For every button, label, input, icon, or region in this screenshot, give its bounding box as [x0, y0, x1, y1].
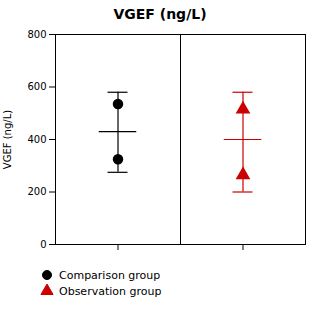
svg-text:200: 200 — [27, 186, 46, 197]
html-text:Comparison group: Comparison group — [59, 268, 161, 282]
svg-text:600: 600 — [27, 81, 46, 92]
html-text:VGEF (ng/L): VGEF (ng/L) — [113, 6, 207, 22]
svg-text:800: 800 — [27, 29, 46, 40]
svg-text:400: 400 — [27, 134, 46, 145]
svg-text:VGEF (ng/L): VGEF (ng/L) — [2, 110, 13, 169]
svg-text:0: 0 — [40, 239, 46, 250]
html-text:Observation group: Observation group — [59, 284, 162, 298]
